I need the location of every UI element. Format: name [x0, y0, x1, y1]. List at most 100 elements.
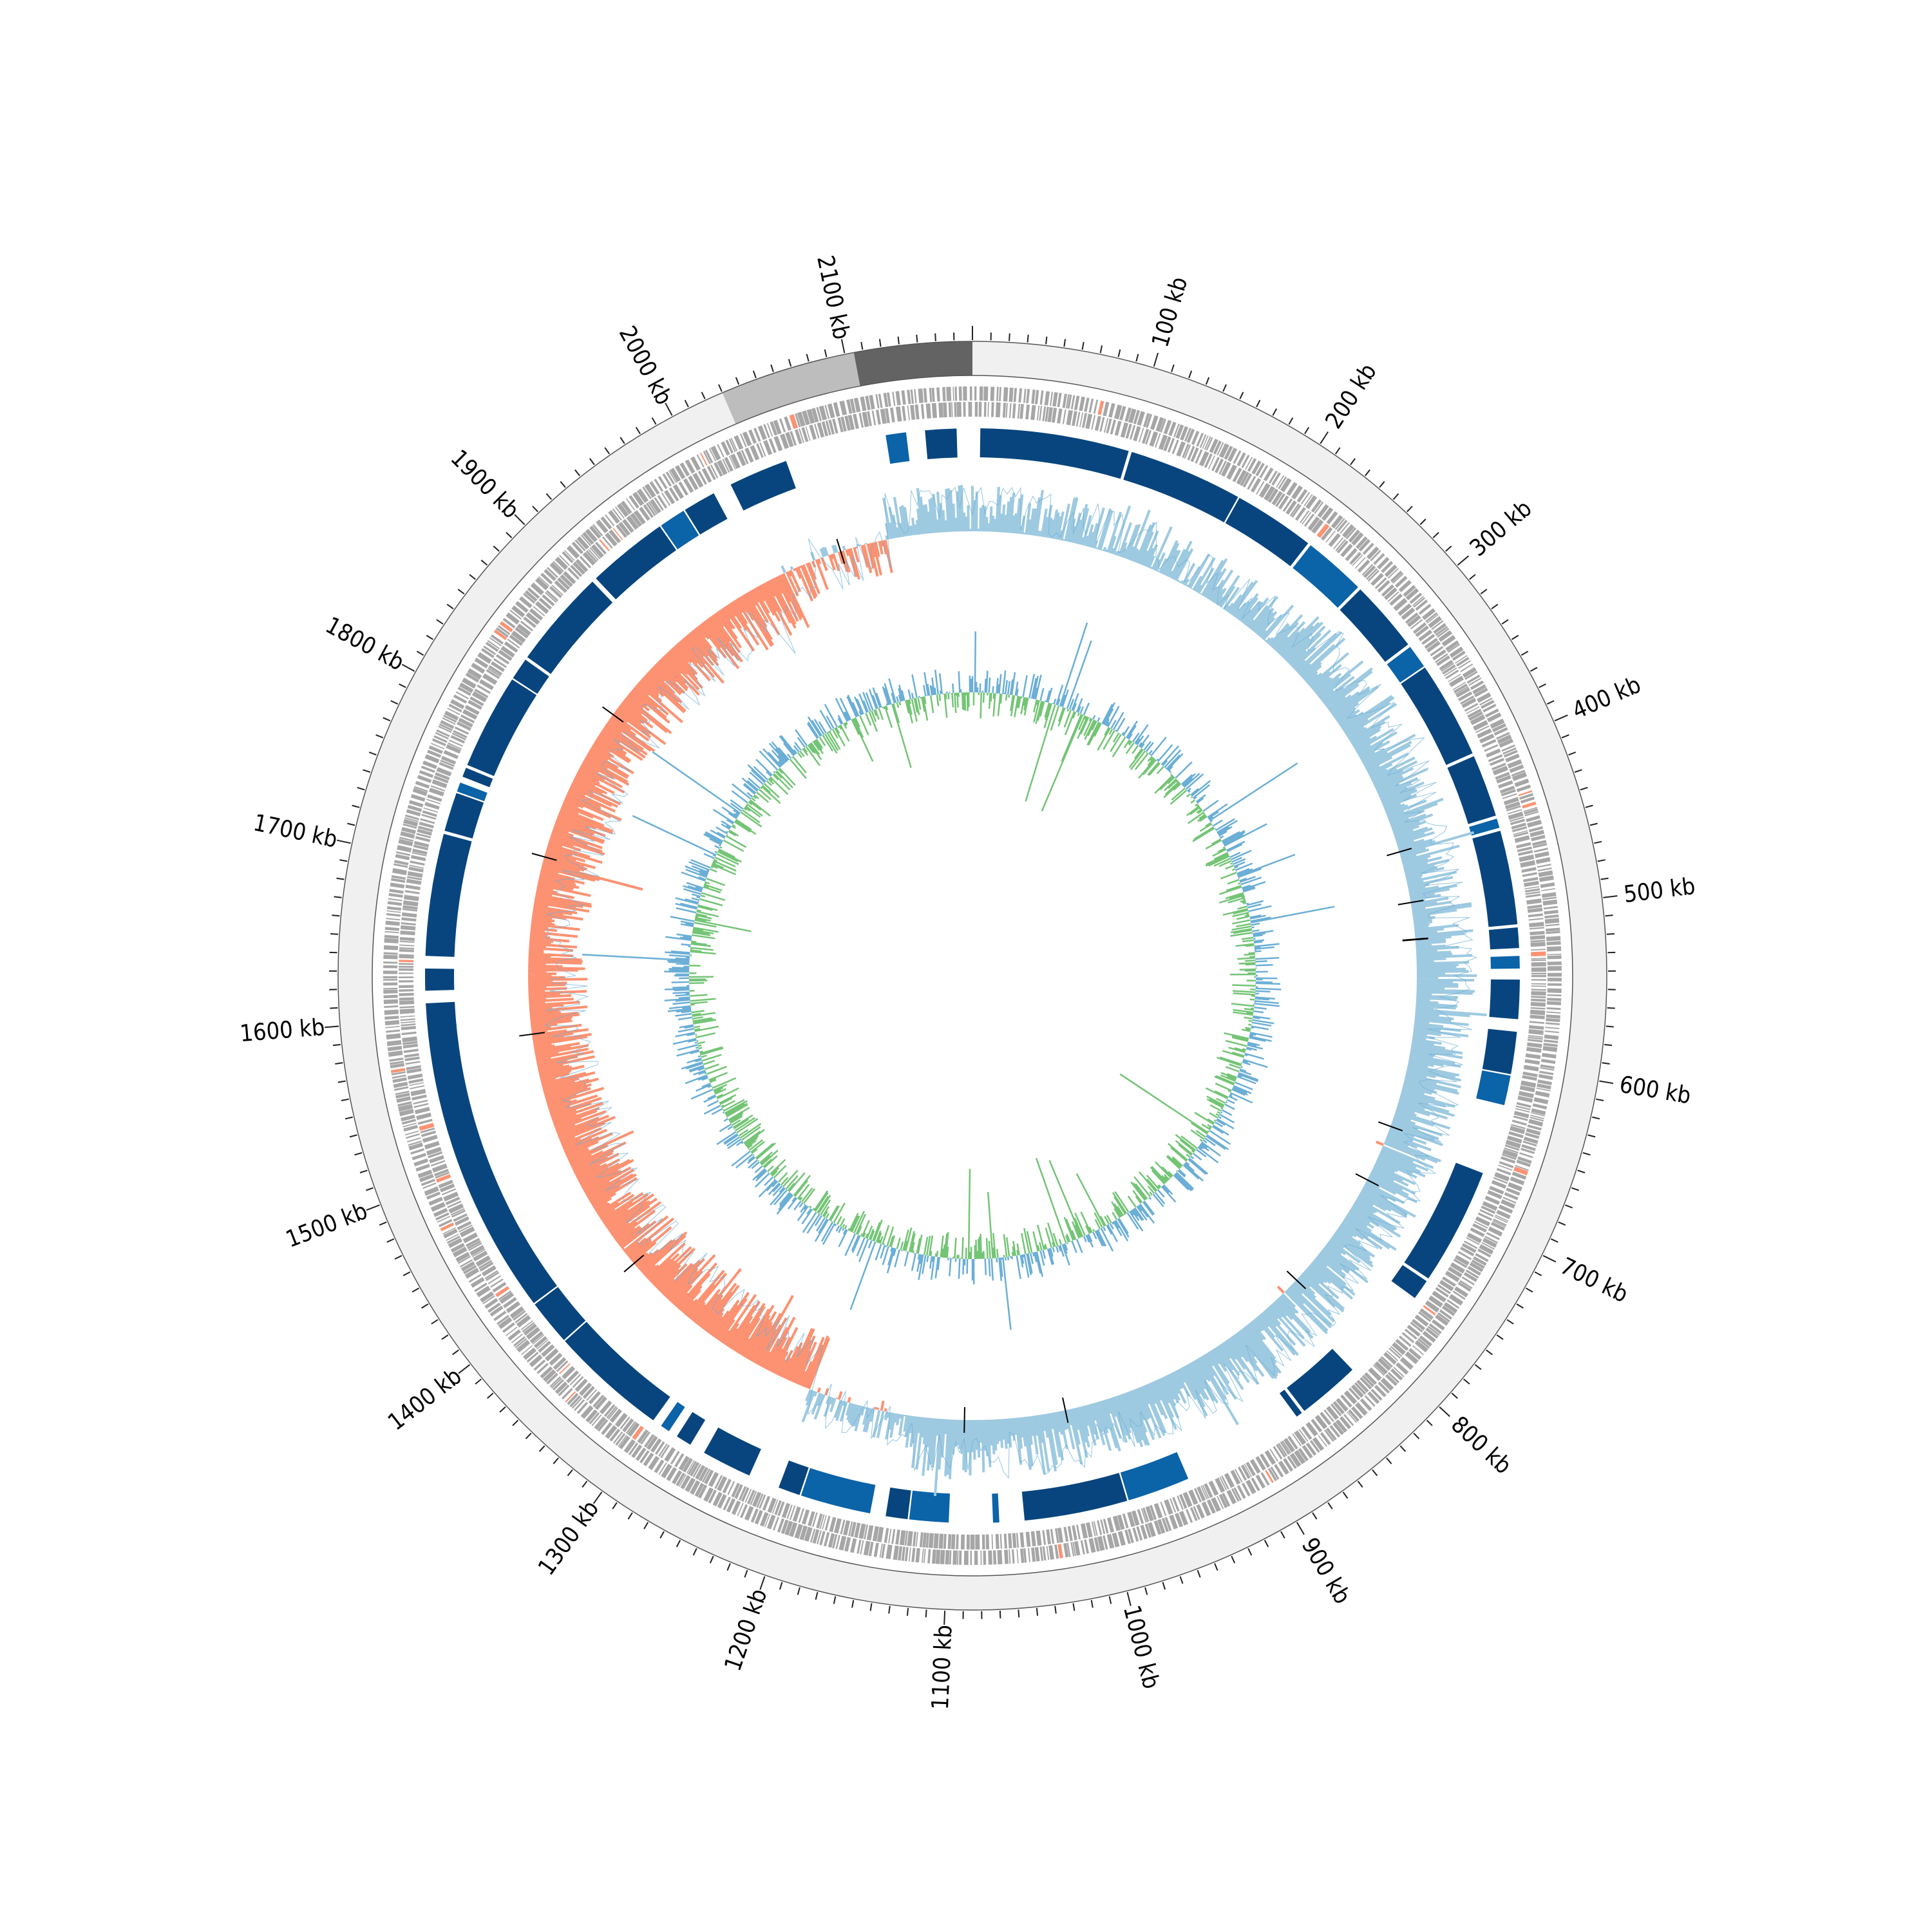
gene-feature — [580, 1405, 594, 1419]
gene-feature — [482, 1295, 495, 1305]
gene-feature — [436, 1174, 451, 1183]
gene-feature — [1516, 784, 1531, 793]
gene-feature — [406, 1137, 421, 1142]
gene-feature — [1224, 1473, 1235, 1488]
gene-feature — [1278, 1443, 1288, 1457]
gene-feature — [774, 1500, 782, 1515]
gene-feature — [842, 1520, 851, 1536]
gene-feature — [1398, 580, 1412, 592]
block — [444, 793, 484, 838]
gene-feature — [857, 1539, 862, 1554]
gene-feature — [1167, 438, 1175, 453]
gene-feature — [1158, 434, 1168, 450]
gene-feature — [1529, 1025, 1544, 1030]
gene-feature — [488, 1302, 501, 1313]
gene-feature — [459, 682, 474, 694]
gene-feature — [1155, 417, 1164, 432]
block — [1489, 979, 1520, 1019]
gene-feature — [1432, 649, 1446, 661]
gene-feature — [710, 464, 719, 478]
gc-skew-mark — [531, 853, 557, 861]
gene-feature — [1034, 390, 1039, 404]
gene-feature — [421, 1179, 435, 1186]
gene-feature — [920, 404, 925, 419]
gene-feature — [1384, 564, 1397, 578]
gene-feature — [1448, 674, 1461, 683]
tick-label: 2000 kb — [614, 322, 677, 410]
gene-feature — [1206, 1499, 1216, 1514]
gene-feature — [1004, 1549, 1009, 1564]
gene-feature — [708, 1472, 719, 1488]
gene-feature — [1418, 629, 1433, 641]
gene-feature — [1169, 1514, 1179, 1530]
gene-feature — [954, 402, 957, 417]
gene-feature — [748, 429, 757, 444]
gene-feature — [413, 1158, 429, 1167]
gene-feature — [401, 1026, 416, 1030]
gene-feature — [479, 1262, 494, 1272]
gene-feature — [1524, 886, 1540, 890]
gene-feature — [1276, 475, 1285, 488]
gene-feature — [546, 1372, 558, 1385]
gene-feature — [553, 561, 564, 572]
gene-feature — [419, 821, 434, 829]
gene-feature — [535, 577, 549, 591]
gene-feature — [1509, 764, 1524, 773]
gene-feature — [1547, 983, 1562, 986]
gene-feature — [1547, 978, 1562, 981]
outer-band-segment — [722, 352, 860, 424]
gene-feature — [1291, 504, 1302, 518]
gene-feature — [1233, 450, 1242, 464]
gene-feature — [1019, 404, 1024, 419]
gene-feature — [390, 1061, 404, 1065]
gene-feature — [799, 1525, 808, 1540]
gene-feature — [772, 1499, 779, 1514]
gene-feature — [1157, 1519, 1166, 1534]
gene-feature — [1008, 1533, 1012, 1549]
gene-feature — [1153, 1520, 1162, 1535]
gene-feature — [440, 1222, 455, 1231]
gene-feature — [1218, 443, 1229, 459]
gene-feature — [1182, 443, 1189, 459]
gene-feature — [417, 775, 432, 783]
gene-feature — [812, 1529, 820, 1544]
gene-feature — [809, 424, 817, 440]
gene-feature — [1103, 1535, 1108, 1550]
gene-feature — [399, 940, 415, 943]
gene-feature — [471, 663, 486, 674]
gene-feature — [1160, 1501, 1167, 1517]
gene-feature — [1485, 708, 1499, 718]
gene-feature — [1363, 565, 1376, 578]
gene-feature — [811, 1512, 818, 1528]
tick-label: 1200 kb — [720, 1586, 773, 1674]
gene-feature — [530, 582, 544, 596]
gene-feature — [697, 1484, 708, 1499]
gene-feature — [819, 1531, 826, 1546]
gene-feature — [509, 609, 522, 620]
gene-feature — [1343, 1414, 1354, 1426]
gene-feature — [893, 1545, 899, 1560]
gene-feature — [1280, 478, 1292, 493]
gene-feature — [1508, 1182, 1522, 1191]
gene-feature — [1362, 542, 1374, 555]
gene-feature — [1093, 399, 1099, 414]
gene-feature — [520, 1320, 533, 1331]
gene-feature — [1149, 431, 1159, 447]
gene-feature — [1431, 1319, 1445, 1331]
gene-feature — [459, 1226, 475, 1238]
gene-feature — [478, 1260, 493, 1269]
gene-feature — [1438, 630, 1453, 642]
gene-feature — [424, 1141, 440, 1150]
gene-feature — [1269, 1448, 1279, 1462]
gene-feature — [1204, 436, 1211, 450]
gene-feature — [410, 1148, 425, 1155]
gene-feature — [1184, 444, 1191, 459]
gene-feature — [1460, 695, 1475, 705]
gene-feature — [413, 786, 428, 792]
gene-feature — [1403, 585, 1416, 597]
gene-feature — [618, 1435, 627, 1447]
gene-feature — [785, 431, 794, 448]
gene-feature — [595, 542, 607, 555]
gene-feature — [1520, 1080, 1537, 1088]
